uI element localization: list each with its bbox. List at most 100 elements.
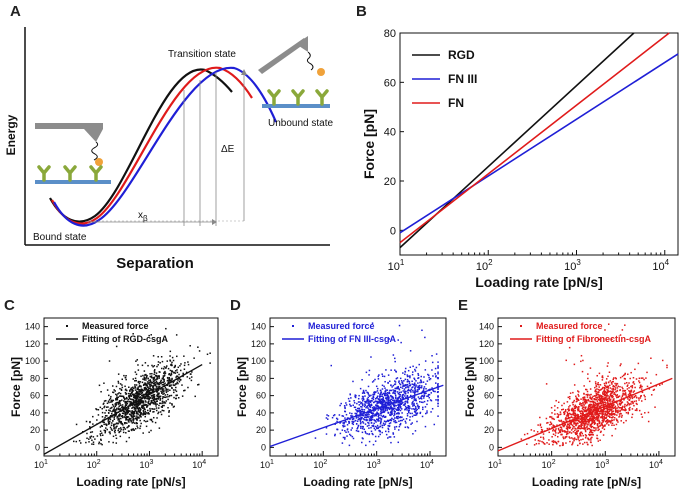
scatter-point (613, 398, 615, 400)
scatter-point (597, 404, 599, 406)
scatter-point (565, 431, 567, 433)
scatter-point (635, 378, 638, 380)
scatter-point (406, 400, 409, 402)
scatter-point (397, 407, 400, 410)
scatter-point (186, 376, 189, 378)
scatter-point (152, 387, 155, 389)
scatter-point (127, 398, 130, 401)
scatter-point (364, 395, 366, 397)
scatter-point (580, 422, 583, 425)
scatter-point (551, 440, 554, 443)
scatter-point (551, 436, 553, 438)
scatter-point (577, 406, 579, 409)
scatter-point (117, 419, 119, 421)
scatter-point (380, 401, 383, 403)
scatter-point (396, 391, 399, 393)
scatter-point (624, 382, 626, 385)
scatter-point (174, 372, 177, 374)
scatter-point (127, 430, 130, 432)
scatter-point (366, 399, 369, 401)
scatter-point (157, 412, 159, 415)
scatter-point (164, 386, 167, 389)
scatter-point (600, 388, 603, 390)
scatter-point (555, 399, 557, 402)
scatter-point (338, 414, 341, 416)
scatter-point (612, 378, 614, 381)
scatter-point (628, 382, 630, 384)
scatter-point (379, 408, 382, 410)
scatter-point (587, 393, 589, 396)
scatter-point (630, 390, 632, 392)
scatter-point (99, 434, 102, 437)
scatter-point (600, 404, 603, 406)
scatter-point (550, 423, 553, 425)
scatter-point (640, 388, 643, 390)
scatter-point (149, 373, 151, 375)
scatter-point (601, 418, 604, 420)
scatter-point (126, 410, 129, 412)
scatter-point (431, 369, 433, 371)
scatter-point (153, 401, 156, 403)
scatter-point (632, 381, 635, 383)
scatter-point (635, 402, 638, 405)
scatter-point (606, 389, 608, 391)
scatter-point (621, 394, 624, 396)
plot-frame (269, 317, 447, 457)
scatter-point (636, 409, 638, 412)
scatter-point (396, 412, 399, 414)
scatter-point (398, 388, 401, 391)
scatter-point (601, 379, 604, 381)
scatter-point (424, 392, 426, 394)
scatter-point (358, 410, 360, 412)
scatter-point (410, 388, 413, 391)
scatter-point (342, 424, 344, 427)
scatter-point (597, 393, 599, 396)
xb-label: xβ (138, 210, 148, 223)
scatter-point (112, 435, 115, 438)
scatter-point (119, 395, 121, 397)
y-tick-label: 120 (25, 339, 40, 349)
scatter-point (168, 379, 170, 382)
scatter-point (586, 396, 589, 398)
scatter-point (391, 386, 393, 388)
scatter-point (178, 373, 180, 376)
scatter-point (131, 410, 133, 412)
scatter-point (399, 419, 402, 422)
scatter-point (573, 425, 575, 428)
scatter-point (343, 405, 346, 407)
scatter-point (368, 374, 370, 376)
scatter-point (153, 382, 156, 385)
scatter-point (578, 406, 580, 408)
scatter-point (414, 387, 416, 390)
scatter-point (135, 422, 138, 425)
scatter-point (171, 387, 173, 390)
scatter-point (599, 405, 602, 408)
scatter-point (351, 412, 353, 415)
scatter-point (637, 362, 640, 365)
scatter-point (403, 388, 406, 390)
scatter-point (89, 420, 91, 423)
scatter-point (407, 407, 410, 410)
scatter-point (585, 399, 588, 402)
scatter-point (143, 413, 145, 415)
scatter-point (406, 413, 409, 415)
scatter-point (395, 417, 398, 419)
scatter-point (598, 402, 601, 405)
scatter-point (552, 443, 554, 446)
scatter-point (334, 433, 336, 436)
scatter-point (148, 391, 151, 394)
scatter-point (387, 382, 389, 384)
scatter-point (374, 378, 376, 381)
scatter-point (623, 377, 626, 380)
scatter-point (136, 396, 139, 398)
scatter-point (612, 398, 615, 401)
scatter-point (364, 416, 367, 419)
scatter-point (100, 432, 103, 434)
scatter-point (355, 422, 358, 425)
scatter-point (124, 422, 126, 425)
scatter-point (118, 431, 120, 434)
scatter-point (147, 401, 149, 403)
scatter-point (104, 412, 106, 414)
scatter-point (162, 381, 164, 384)
scatter-point (165, 391, 168, 394)
